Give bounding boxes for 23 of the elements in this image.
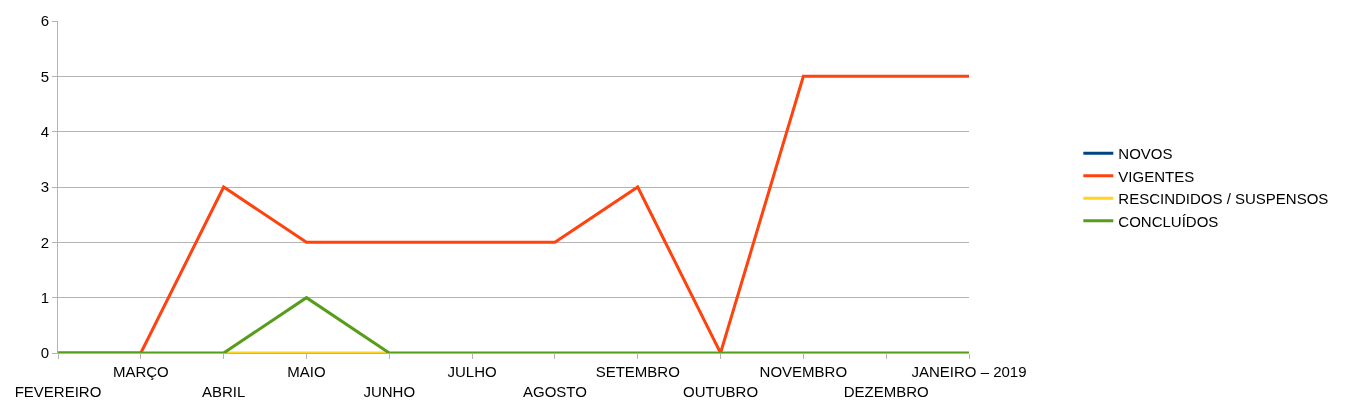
x-tick-label: MAIO — [287, 363, 326, 380]
x-tick-label: NOVEMBRO — [759, 363, 848, 380]
y-tick-label: 5 — [40, 67, 49, 85]
y-tick-label: 1 — [40, 288, 49, 306]
legend-label: VIGENTES — [1118, 167, 1195, 185]
x-tick-label: OUTUBRO — [683, 382, 759, 400]
x-tick-label: ABRIL — [201, 382, 246, 400]
x-tick-label: DEZEMBRO — [843, 382, 929, 400]
x-tick-label: JANEIRO – 2019 — [911, 363, 1027, 380]
legend-label: NOVOS — [1118, 145, 1173, 163]
x-tick-label: FEVEREIRO — [14, 382, 102, 400]
y-tick-label: 3 — [40, 178, 49, 196]
x-tick-label: JUNHO — [363, 382, 416, 400]
y-tick-label: 4 — [40, 122, 49, 140]
legend-label: RESCINDIDOS / SUSPENSOS — [1118, 190, 1329, 208]
y-tick-label: 0 — [40, 344, 49, 362]
y-tick-label: 2 — [40, 233, 49, 251]
x-tick-label: MARÇO — [112, 363, 169, 380]
legend-label: CONCLUÍDOS — [1118, 212, 1219, 230]
y-tick-label: 6 — [40, 12, 49, 30]
x-tick-label: JULHO — [447, 363, 497, 380]
x-tick-label: SETEMBRO — [595, 363, 680, 380]
x-tick-label: AGOSTO — [522, 382, 587, 400]
